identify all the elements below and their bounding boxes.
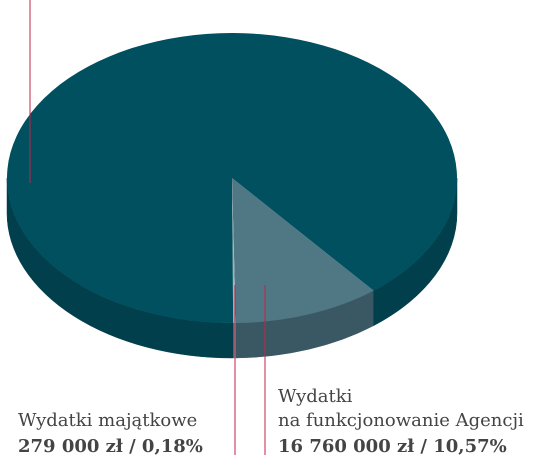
slice-label: Wydatki na funkcjonowanie Agencji — [278, 386, 524, 431]
pie-slice — [232, 178, 374, 323]
value-label: 16 760 000 zł / 10,57% — [278, 436, 507, 457]
value-label: 279 000 zł / 0,18% — [18, 436, 203, 457]
pie-slice — [6, 32, 458, 323]
slice-label: Wydatki majątkowe — [18, 410, 198, 431]
